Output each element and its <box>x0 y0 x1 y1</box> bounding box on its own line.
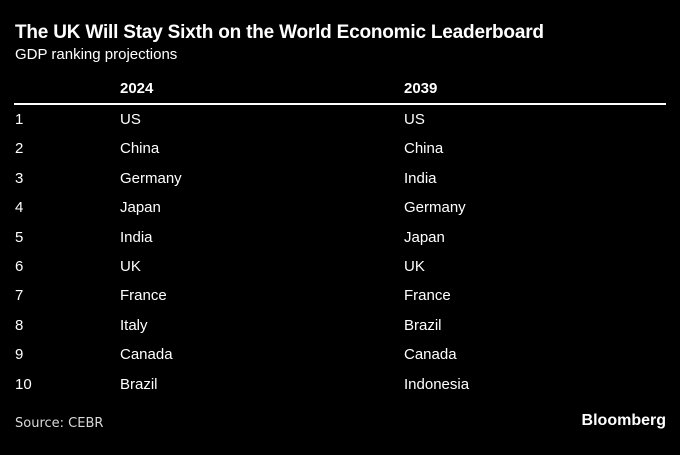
country-cell-2024: Italy <box>120 316 148 334</box>
table-row: 8 Italy Brazil <box>0 311 680 340</box>
header-divider-line <box>14 103 666 105</box>
country-cell-2039: Canada <box>404 346 457 364</box>
rank-cell: 10 <box>15 375 32 393</box>
country-cell-2024: Brazil <box>120 375 158 393</box>
chart-title: The UK Will Stay Sixth on the World Econ… <box>15 22 544 43</box>
column-header-2024: 2024 <box>120 80 154 97</box>
country-cell-2024: Germany <box>120 169 182 187</box>
source-note: Source: CEBR <box>15 416 104 431</box>
country-cell-2024: China <box>120 140 160 158</box>
country-cell-2039: India <box>404 169 437 187</box>
country-cell-2039: Japan <box>404 228 445 246</box>
country-cell-2039: US <box>404 111 425 128</box>
country-cell-2039: Germany <box>404 199 466 217</box>
country-cell-2024: France <box>120 287 167 305</box>
table-row: 4 Japan Germany <box>0 193 680 222</box>
table-row: 1 US US <box>0 105 680 134</box>
country-cell-2039: Indonesia <box>404 375 470 393</box>
country-cell-2039: China <box>404 140 444 158</box>
rank-cell: 6 <box>15 257 24 275</box>
country-cell-2039: Brazil <box>404 316 442 334</box>
table-row: 2 China China <box>0 134 680 163</box>
table-row: 9 Canada Canada <box>0 340 680 369</box>
country-cell-2024: US <box>120 111 141 128</box>
rank-cell: 4 <box>15 199 24 217</box>
country-cell-2024: UK <box>120 257 141 275</box>
country-cell-2024: India <box>120 228 153 246</box>
country-cell-2039: France <box>404 287 451 305</box>
rank-cell: 5 <box>15 228 24 246</box>
table-row: 5 India Japan <box>0 223 680 252</box>
rank-cell: 7 <box>15 287 24 305</box>
chart-subtitle: GDP ranking projections <box>15 46 178 63</box>
column-header-2039: 2039 <box>404 80 438 97</box>
rank-cell: 9 <box>15 346 24 364</box>
table-row: 3 Germany India <box>0 164 680 193</box>
ranking-table: 1 US US 2 China China 3 Germany India 4 Japan Germa… <box>0 105 680 399</box>
table-row: 10 Brazil Indonesia <box>0 370 680 399</box>
bloomberg-logo: Bloomberg <box>581 412 666 429</box>
country-cell-2024: Japan <box>120 199 161 217</box>
table-row: 6 UK UK <box>0 252 680 281</box>
country-cell-2024: Canada <box>120 346 173 364</box>
rank-cell: 2 <box>15 140 24 158</box>
country-cell-2039: UK <box>404 257 425 275</box>
rank-cell: 1 <box>15 111 24 128</box>
rank-cell: 3 <box>15 169 24 187</box>
rank-cell: 8 <box>15 316 24 334</box>
table-row: 7 France France <box>0 281 680 310</box>
